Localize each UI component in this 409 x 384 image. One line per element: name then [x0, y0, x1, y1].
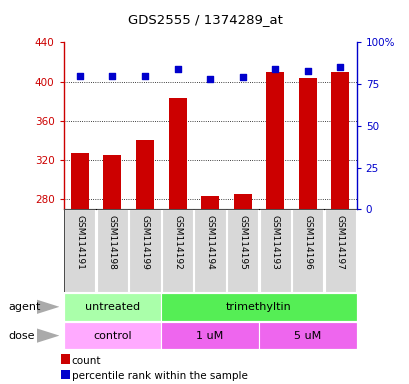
Bar [330, 72, 348, 209]
Point [76, 73, 83, 79]
Text: dose: dose [8, 331, 35, 341]
Bar [258, 322, 356, 349]
Bar [161, 293, 356, 321]
Text: control: control [93, 331, 131, 341]
Bar [233, 194, 251, 209]
Bar [194, 209, 225, 292]
Bar [324, 209, 355, 292]
Bar [103, 155, 121, 209]
Point [239, 74, 245, 80]
Text: percentile rank within the sample: percentile rank within the sample [72, 371, 247, 381]
Point [304, 68, 310, 74]
Point [109, 73, 115, 79]
Text: GSM114199: GSM114199 [140, 215, 149, 270]
Bar [61, 370, 70, 379]
Bar [227, 209, 258, 292]
Point [336, 64, 343, 70]
Polygon shape [37, 328, 59, 343]
Text: count: count [72, 356, 101, 366]
Text: 1 uM: 1 uM [196, 331, 223, 341]
Text: GSM114196: GSM114196 [303, 215, 312, 270]
Bar [161, 322, 258, 349]
Text: GSM114194: GSM114194 [205, 215, 214, 270]
Text: untreated: untreated [85, 302, 139, 312]
Text: agent: agent [8, 302, 40, 312]
Bar [136, 141, 153, 209]
Bar [201, 195, 218, 209]
Text: GSM114193: GSM114193 [270, 215, 279, 270]
Point [271, 66, 278, 72]
Text: GDS2555 / 1374289_at: GDS2555 / 1374289_at [127, 13, 282, 26]
Bar [162, 209, 193, 292]
Bar [71, 153, 89, 209]
Text: GSM114197: GSM114197 [335, 215, 344, 270]
Bar [129, 209, 160, 292]
Text: GSM114191: GSM114191 [75, 215, 84, 270]
Point [142, 73, 148, 79]
Bar [168, 98, 186, 209]
Bar [64, 209, 95, 292]
Text: trimethyltin: trimethyltin [225, 302, 291, 312]
Bar [63, 293, 161, 321]
Text: GSM114192: GSM114192 [173, 215, 182, 270]
Bar [266, 72, 283, 209]
Bar [61, 354, 70, 364]
Text: GSM114198: GSM114198 [108, 215, 117, 270]
Bar [298, 78, 316, 209]
Bar [259, 209, 290, 292]
Polygon shape [37, 300, 59, 314]
Text: GSM114195: GSM114195 [238, 215, 247, 270]
Bar [63, 322, 161, 349]
Bar [292, 209, 323, 292]
Point [174, 66, 180, 72]
Point [206, 76, 213, 82]
Bar [97, 209, 128, 292]
Text: 5 uM: 5 uM [294, 331, 321, 341]
